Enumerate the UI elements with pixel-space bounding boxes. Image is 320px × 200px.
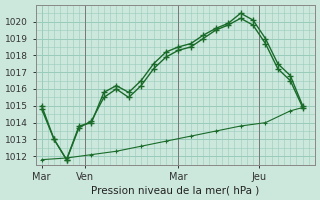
X-axis label: Pression niveau de la mer( hPa ): Pression niveau de la mer( hPa ) [91,185,260,195]
